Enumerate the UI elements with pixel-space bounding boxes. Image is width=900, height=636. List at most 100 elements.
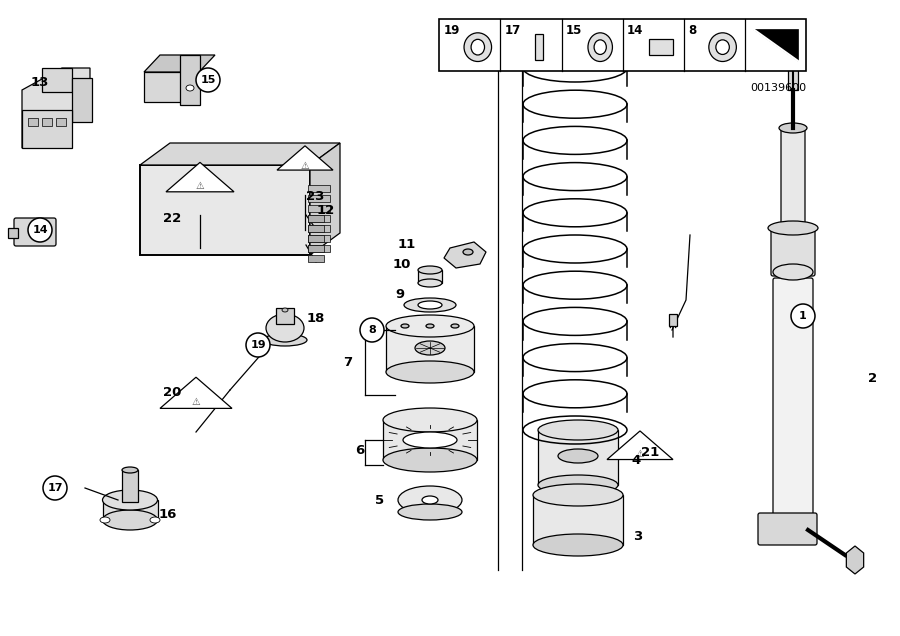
Ellipse shape bbox=[398, 504, 462, 520]
Bar bbox=[308, 255, 324, 262]
Circle shape bbox=[28, 218, 52, 242]
Bar bbox=[308, 205, 330, 212]
Bar bbox=[276, 308, 294, 324]
Text: 8: 8 bbox=[368, 325, 376, 335]
Text: 3: 3 bbox=[634, 530, 643, 543]
Ellipse shape bbox=[538, 475, 618, 495]
Ellipse shape bbox=[418, 279, 442, 287]
Text: 16: 16 bbox=[158, 509, 177, 522]
Polygon shape bbox=[277, 146, 333, 170]
Ellipse shape bbox=[403, 432, 457, 448]
FancyBboxPatch shape bbox=[14, 218, 56, 246]
Bar bbox=[418, 270, 442, 283]
Ellipse shape bbox=[451, 324, 459, 328]
Ellipse shape bbox=[398, 486, 462, 514]
Ellipse shape bbox=[533, 534, 623, 556]
FancyBboxPatch shape bbox=[773, 278, 813, 542]
Bar bbox=[308, 215, 330, 222]
Text: 2: 2 bbox=[868, 371, 878, 385]
Ellipse shape bbox=[383, 448, 477, 472]
Bar bbox=[439, 19, 806, 71]
Ellipse shape bbox=[538, 420, 618, 440]
Bar bbox=[308, 215, 324, 222]
Bar bbox=[383, 420, 477, 460]
Ellipse shape bbox=[103, 510, 158, 530]
Text: 12: 12 bbox=[317, 204, 335, 216]
Text: 00139600: 00139600 bbox=[751, 83, 806, 93]
Text: 23: 23 bbox=[306, 190, 324, 202]
Text: 15: 15 bbox=[565, 24, 582, 37]
Polygon shape bbox=[310, 143, 340, 255]
Ellipse shape bbox=[418, 301, 442, 309]
Text: 19: 19 bbox=[250, 340, 266, 350]
Circle shape bbox=[246, 333, 270, 357]
Bar bbox=[180, 55, 200, 105]
Ellipse shape bbox=[404, 298, 456, 312]
Bar bbox=[28, 118, 38, 126]
Ellipse shape bbox=[150, 517, 160, 523]
Ellipse shape bbox=[779, 123, 807, 133]
Bar bbox=[538, 430, 618, 485]
Ellipse shape bbox=[386, 361, 474, 383]
Ellipse shape bbox=[383, 408, 477, 432]
Text: 5: 5 bbox=[375, 494, 384, 506]
FancyBboxPatch shape bbox=[781, 129, 805, 231]
Ellipse shape bbox=[415, 341, 445, 355]
Ellipse shape bbox=[594, 40, 607, 55]
FancyBboxPatch shape bbox=[72, 78, 92, 122]
Text: 14: 14 bbox=[32, 225, 48, 235]
Text: 9: 9 bbox=[395, 289, 405, 301]
Text: ⚠: ⚠ bbox=[301, 161, 310, 171]
Polygon shape bbox=[607, 431, 673, 460]
Bar bbox=[308, 235, 324, 242]
Text: 14: 14 bbox=[626, 24, 644, 37]
Bar bbox=[22, 110, 72, 148]
Text: ⚠: ⚠ bbox=[192, 397, 201, 407]
Circle shape bbox=[360, 318, 384, 342]
Ellipse shape bbox=[558, 449, 598, 463]
Text: 17: 17 bbox=[47, 483, 63, 493]
Bar bbox=[669, 314, 677, 326]
Bar bbox=[144, 72, 199, 102]
Text: 7: 7 bbox=[344, 356, 353, 368]
Ellipse shape bbox=[716, 40, 729, 55]
Bar bbox=[308, 185, 330, 192]
Polygon shape bbox=[144, 55, 215, 72]
Bar bbox=[8, 228, 18, 238]
Circle shape bbox=[791, 304, 815, 328]
Bar bbox=[788, 50, 798, 90]
Text: 1: 1 bbox=[799, 311, 807, 321]
Text: 4: 4 bbox=[632, 453, 641, 466]
Text: ⚠: ⚠ bbox=[635, 449, 644, 459]
FancyBboxPatch shape bbox=[771, 228, 815, 276]
Bar bbox=[535, 34, 543, 60]
Bar bbox=[386, 326, 474, 372]
Ellipse shape bbox=[401, 324, 409, 328]
Circle shape bbox=[196, 68, 220, 92]
Bar bbox=[308, 195, 330, 202]
Ellipse shape bbox=[533, 484, 623, 506]
Text: 18: 18 bbox=[307, 312, 325, 324]
Ellipse shape bbox=[100, 517, 110, 523]
Bar bbox=[103, 500, 158, 520]
Bar bbox=[308, 245, 330, 252]
Ellipse shape bbox=[709, 33, 736, 62]
Ellipse shape bbox=[418, 266, 442, 274]
Ellipse shape bbox=[266, 314, 304, 342]
Polygon shape bbox=[753, 29, 798, 61]
Polygon shape bbox=[160, 377, 232, 408]
Text: 22: 22 bbox=[163, 212, 181, 225]
Ellipse shape bbox=[471, 39, 484, 55]
Bar bbox=[308, 225, 330, 232]
FancyBboxPatch shape bbox=[140, 165, 310, 255]
FancyBboxPatch shape bbox=[758, 513, 817, 545]
Text: 19: 19 bbox=[443, 24, 460, 37]
Ellipse shape bbox=[773, 264, 813, 280]
Ellipse shape bbox=[263, 334, 307, 346]
Ellipse shape bbox=[422, 496, 438, 504]
Text: 6: 6 bbox=[356, 443, 364, 457]
Bar bbox=[56, 118, 66, 126]
Ellipse shape bbox=[588, 33, 612, 62]
Ellipse shape bbox=[464, 33, 491, 62]
Text: 17: 17 bbox=[504, 24, 520, 37]
